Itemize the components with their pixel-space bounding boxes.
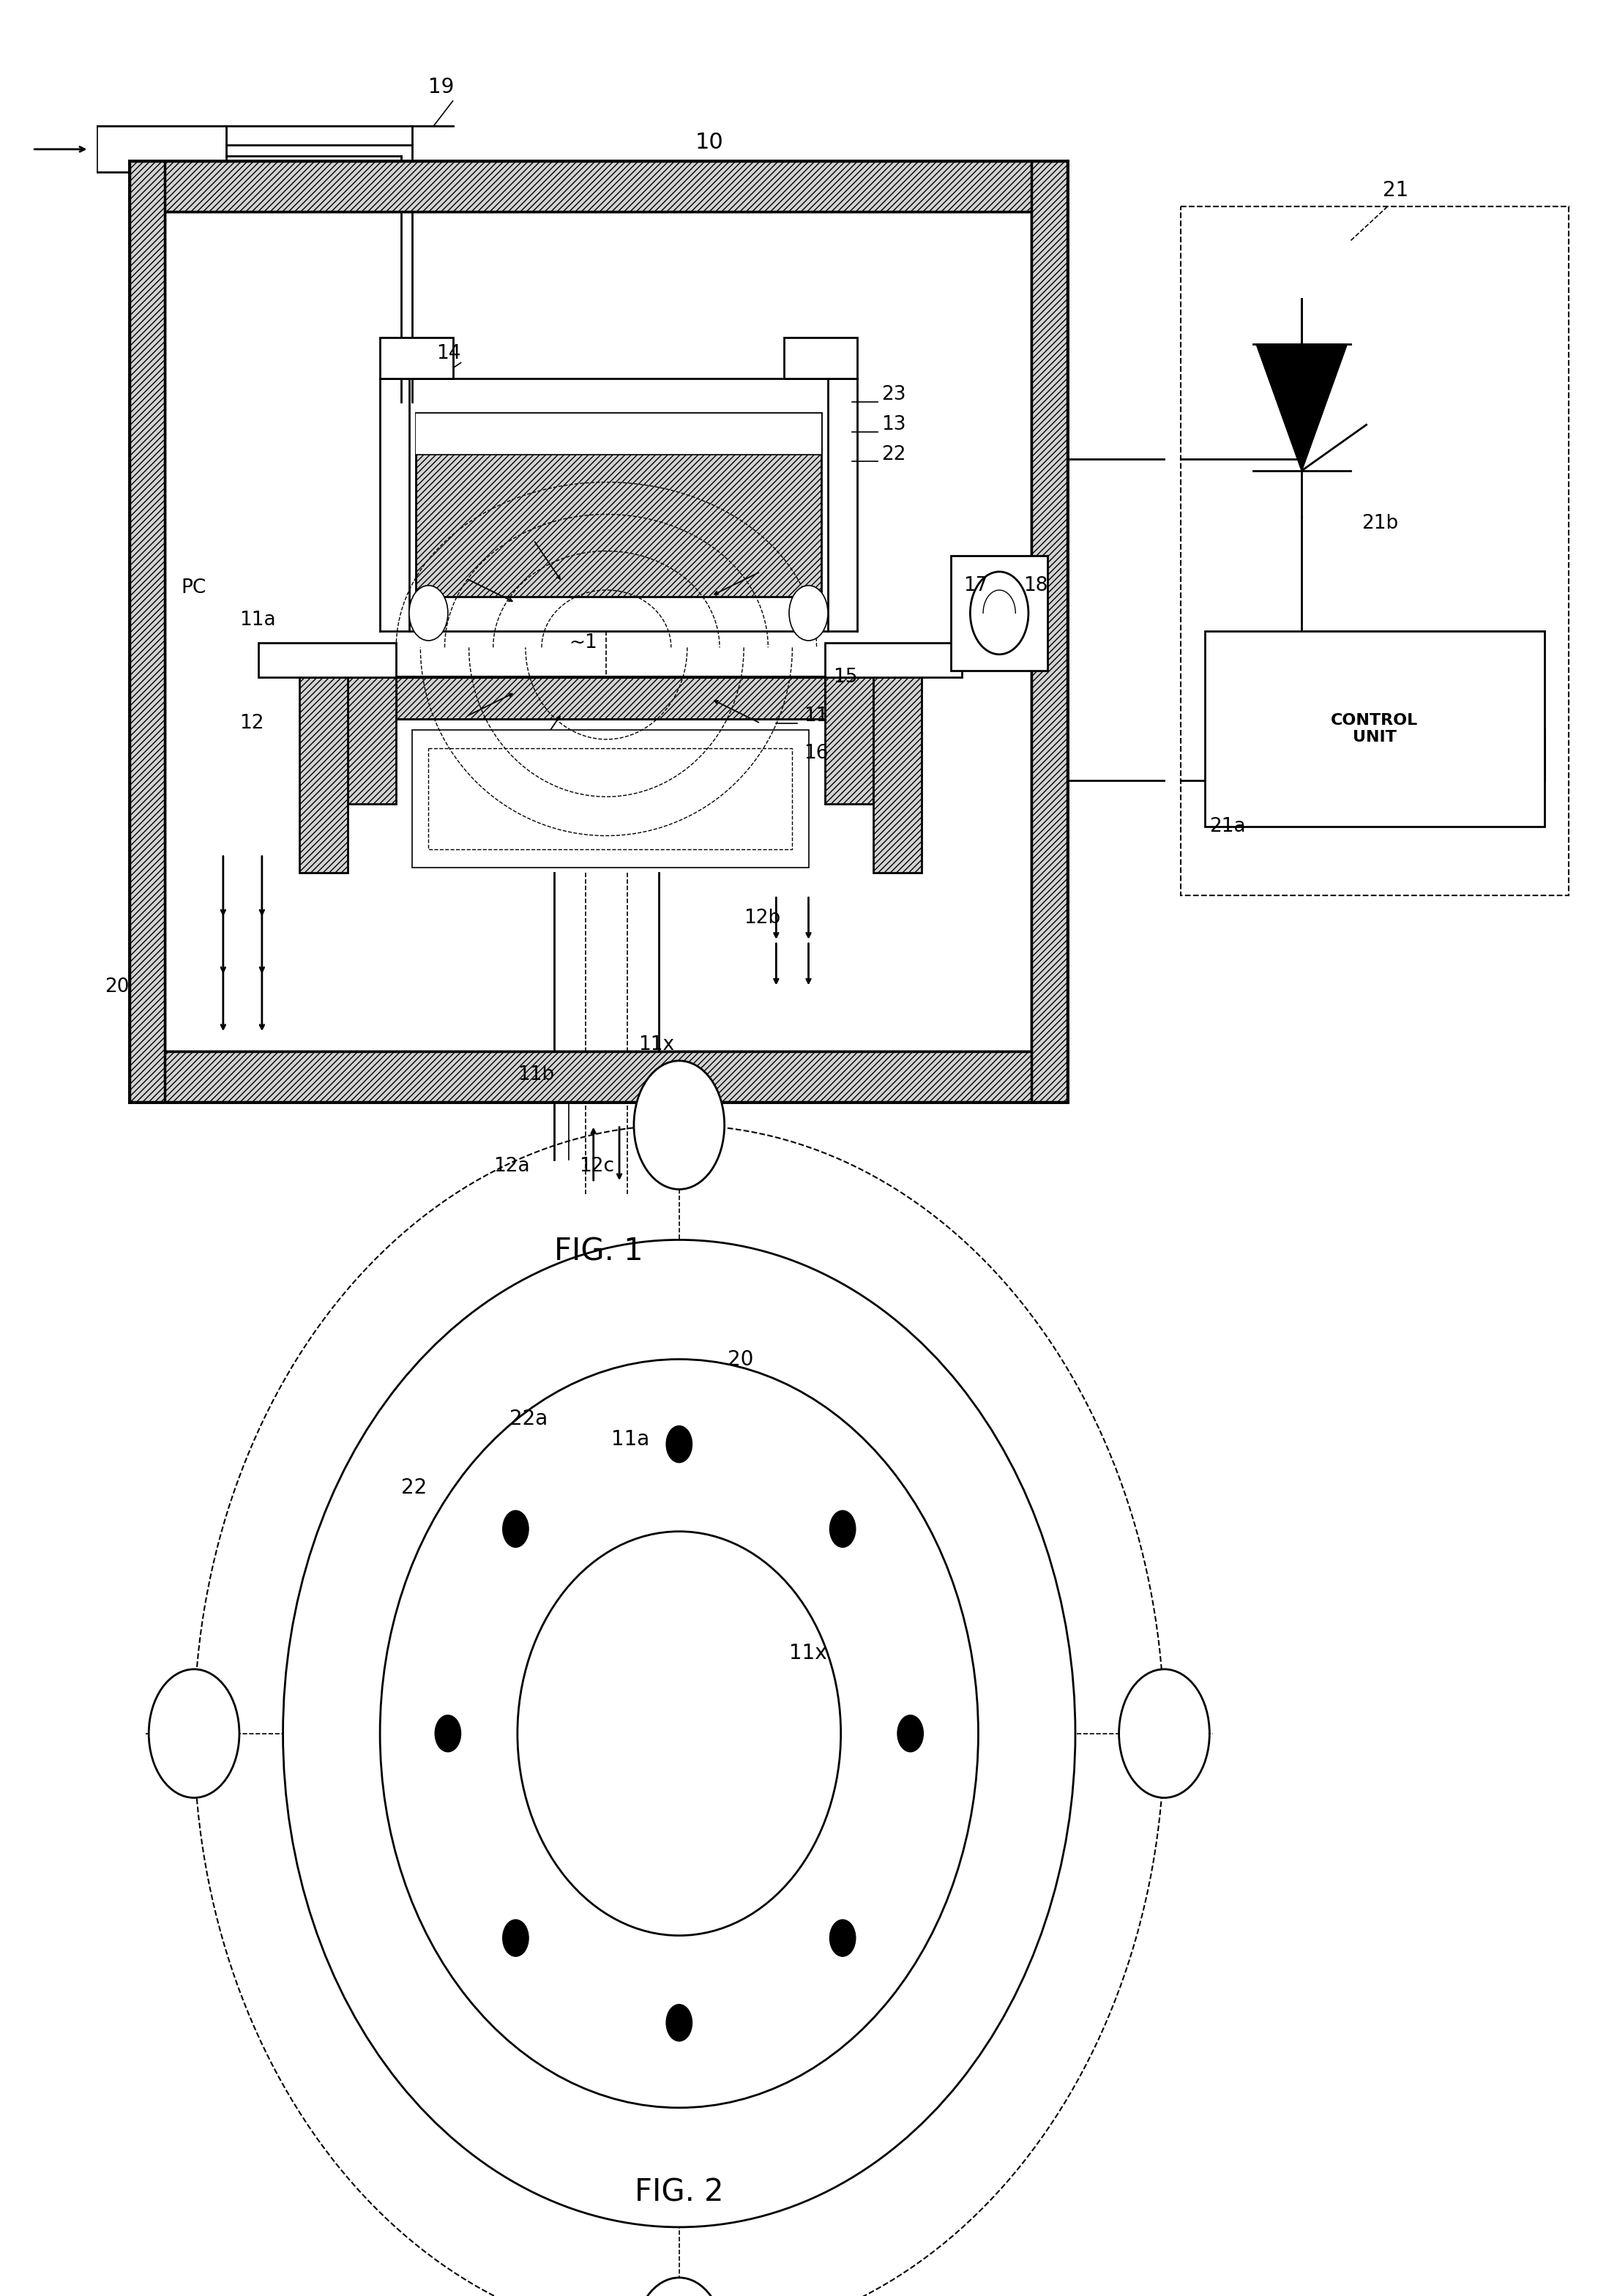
Circle shape (830, 1919, 855, 1956)
Bar (396, 677, 825, 719)
Text: 16: 16 (804, 744, 828, 762)
Ellipse shape (517, 1531, 841, 1936)
Bar (1180, 207, 1568, 895)
Text: 10: 10 (695, 131, 724, 154)
Bar (784, 338, 857, 379)
Circle shape (970, 572, 1028, 654)
Bar (429, 748, 792, 850)
Bar (1032, 161, 1067, 1102)
Text: 22: 22 (401, 1479, 427, 1497)
Text: 14: 14 (437, 344, 461, 363)
Text: 11x: 11x (639, 1035, 674, 1054)
Bar (129, 161, 1067, 211)
Text: 11a: 11a (611, 1430, 650, 1449)
Text: 13: 13 (881, 416, 906, 434)
Text: 12: 12 (239, 714, 264, 732)
Circle shape (634, 2278, 724, 2296)
Text: 17: 17 (964, 576, 988, 595)
Polygon shape (1256, 344, 1347, 471)
Text: 19: 19 (429, 78, 454, 96)
Circle shape (1119, 1669, 1210, 1798)
Text: 23: 23 (881, 386, 906, 404)
Text: 22a: 22a (509, 1410, 548, 1428)
Text: 20: 20 (105, 978, 129, 996)
Text: CONTROL
UNIT: CONTROL UNIT (1331, 714, 1418, 744)
Bar (299, 677, 348, 872)
Bar (348, 677, 396, 804)
Text: ~1: ~1 (569, 634, 598, 652)
Bar (416, 413, 821, 455)
Circle shape (435, 1715, 461, 1752)
Text: 11b: 11b (517, 1065, 555, 1084)
Circle shape (634, 1061, 724, 1189)
Circle shape (789, 585, 828, 641)
Ellipse shape (380, 1359, 978, 2108)
Circle shape (149, 1669, 239, 1798)
Circle shape (409, 585, 448, 641)
Bar (873, 677, 922, 872)
Circle shape (666, 2004, 692, 2041)
Text: 12a: 12a (493, 1157, 529, 1176)
Bar (416, 413, 821, 597)
Circle shape (503, 1511, 529, 1548)
Text: 11: 11 (804, 707, 828, 726)
Bar (825, 643, 962, 677)
Text: 22: 22 (881, 445, 906, 464)
Text: 20: 20 (728, 1350, 754, 1368)
Text: 18: 18 (1024, 576, 1048, 595)
Circle shape (666, 1426, 692, 1463)
Text: PC: PC (181, 579, 207, 597)
Text: FIG. 2: FIG. 2 (634, 2177, 724, 2209)
Circle shape (830, 1511, 855, 1548)
Bar (129, 1052, 1067, 1102)
Bar (129, 161, 165, 1102)
Text: 11x: 11x (789, 1644, 826, 1662)
Bar (1205, 631, 1544, 827)
Bar (259, 643, 396, 677)
Bar (951, 556, 1048, 670)
Ellipse shape (283, 1240, 1075, 2227)
Bar (825, 677, 873, 804)
Text: 12c: 12c (579, 1157, 614, 1176)
Bar (380, 338, 453, 379)
Text: 15: 15 (833, 668, 857, 687)
Text: 21b: 21b (1362, 514, 1399, 533)
Text: 21a: 21a (1210, 817, 1245, 836)
Circle shape (897, 1715, 923, 1752)
Bar (412, 730, 808, 868)
Circle shape (503, 1919, 529, 1956)
Text: 12b: 12b (744, 909, 781, 928)
Text: FIG. 1: FIG. 1 (553, 1235, 644, 1267)
Text: 11a: 11a (239, 611, 275, 629)
Text: 21: 21 (1383, 181, 1408, 200)
